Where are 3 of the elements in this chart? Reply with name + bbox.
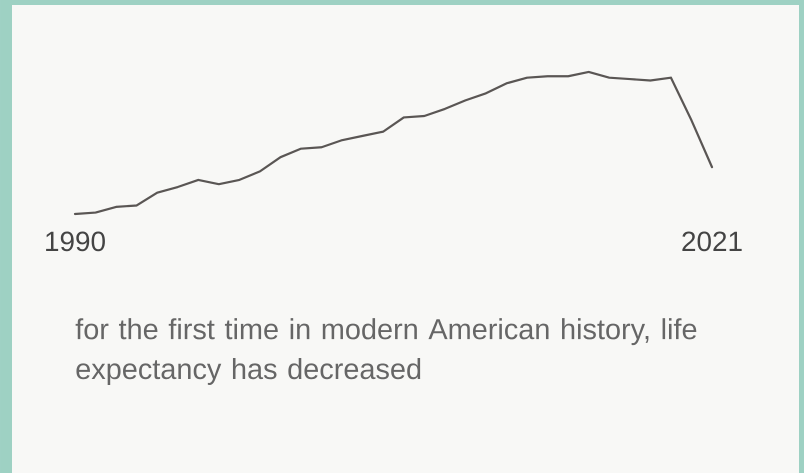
- x-tick-label: 1990: [46, 232, 105, 252]
- x-tick-label: 2021: [682, 232, 742, 252]
- text: for the first time in modern American history, life expectancy has decreased: [76, 318, 696, 385]
